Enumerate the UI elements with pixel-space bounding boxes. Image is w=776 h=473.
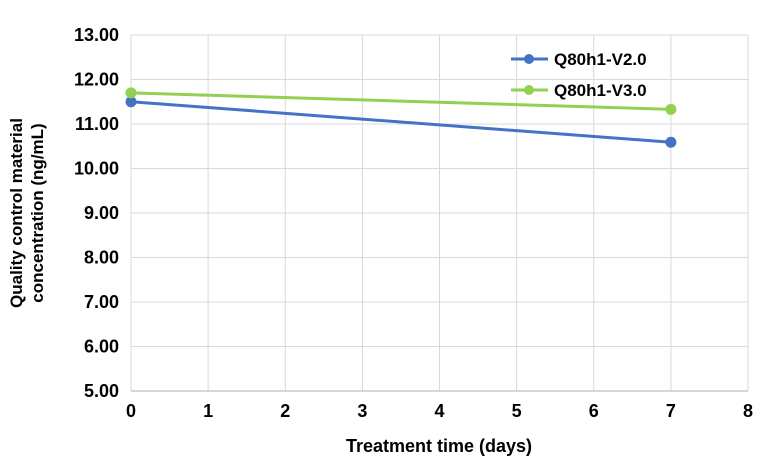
y-tick-label: 11.00 <box>75 114 119 134</box>
y-axis-title-line1: Quality control material <box>7 118 26 308</box>
data-point-marker <box>665 103 677 115</box>
data-point-marker <box>125 87 137 99</box>
y-axis-title: Quality control material concentration (… <box>6 33 50 393</box>
x-tick-label: 7 <box>666 401 676 421</box>
y-tick-label: 5.00 <box>84 381 119 401</box>
y-tick-label: 10.00 <box>74 159 119 179</box>
y-tick-label: 6.00 <box>84 337 119 357</box>
x-tick-label: 6 <box>589 401 599 421</box>
x-axis-title: Treatment time (days) <box>345 436 533 456</box>
series-line <box>129 91 673 111</box>
x-tick-label: 2 <box>280 401 290 421</box>
data-point-marker <box>125 96 137 108</box>
x-tick-label: 1 <box>203 401 213 421</box>
y-tick-label: 9.00 <box>84 203 119 223</box>
x-tick-label: 3 <box>357 401 367 421</box>
legend-label: Q80h1-V3.0 <box>554 81 647 100</box>
y-tick-label: 12.00 <box>74 70 119 90</box>
y-tick-label: 7.00 <box>84 292 119 312</box>
y-axis-title-line2: concentration (ng/mL) <box>28 123 47 303</box>
x-tick-label: 0 <box>126 401 136 421</box>
legend-marker <box>524 85 534 95</box>
series-line <box>129 100 673 144</box>
x-tick-label: 8 <box>743 401 753 421</box>
y-tick-label: 13.00 <box>74 25 119 45</box>
x-tick-label: 4 <box>434 401 444 421</box>
y-tick-label: 8.00 <box>84 248 119 268</box>
data-point-marker <box>665 136 677 148</box>
legend-label: Q80h1-V2.0 <box>554 50 647 69</box>
legend-marker <box>524 54 534 64</box>
x-tick-label: 5 <box>512 401 522 421</box>
